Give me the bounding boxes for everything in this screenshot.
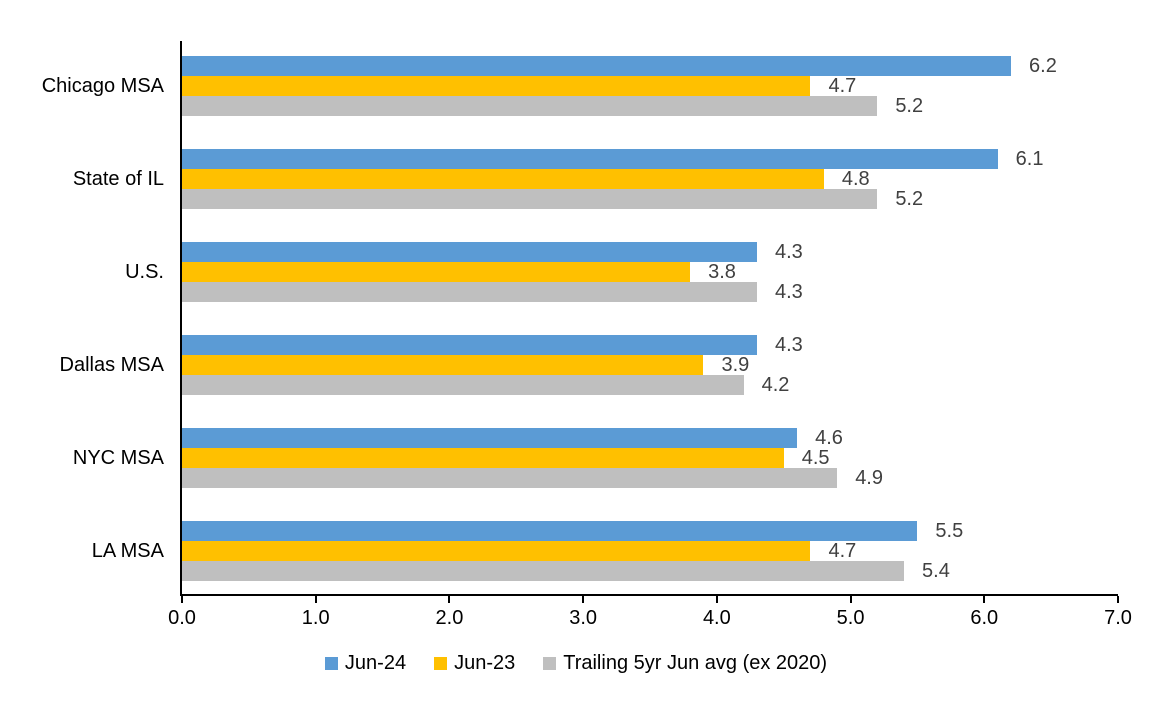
bar-value-label: 4.9 (855, 467, 883, 489)
legend-swatch (543, 657, 557, 670)
bar (182, 149, 998, 169)
bar-group: 6.1 4.8 5.2 (182, 149, 1118, 209)
bar (182, 96, 878, 116)
x-axis-tick-label: 2.0 (435, 607, 464, 629)
bar-value-label: 4.6 (815, 427, 843, 449)
bar-value-label: 5.2 (895, 95, 924, 117)
x-axis-tick-label: 3.0 (569, 607, 598, 629)
bar (182, 541, 811, 561)
x-axis-tick (181, 596, 183, 603)
bar (182, 428, 798, 448)
bar-value-label: 6.2 (1029, 55, 1057, 77)
x-axis-tick (849, 596, 852, 603)
category-label: State of IL (72, 168, 164, 190)
category-label: U.S. (125, 261, 164, 283)
bar (182, 448, 784, 468)
bar (182, 262, 691, 282)
bar-value-label: 4.7 (828, 540, 857, 562)
plot-area: 6.2 4.7 5.2 6.1 4.8 5.2 4.3 3.8 4.3 4.3 3.9 4.2 4.6 4… (180, 41, 1118, 596)
legend-item: Jun-23 (434, 652, 515, 675)
bar-value-label: 3.8 (708, 261, 736, 283)
x-axis-tick-label: 7.0 (1104, 607, 1132, 629)
bar (182, 355, 704, 375)
bar-value-label: 3.9 (721, 354, 750, 376)
bar-group: 4.3 3.9 4.2 (182, 335, 1118, 395)
category-label: LA MSA (91, 540, 164, 562)
category-label: Chicago MSA (41, 75, 164, 97)
x-axis-tick-label: 1.0 (301, 607, 330, 629)
bar (182, 375, 744, 395)
x-axis-tick-label: 6.0 (970, 607, 999, 629)
bar (182, 56, 1012, 76)
bar (182, 468, 838, 488)
legend-swatch (434, 657, 448, 670)
bar-value-label: 4.3 (774, 241, 803, 263)
x-axis-tick (983, 596, 986, 603)
bar-value-label: 5.2 (895, 188, 924, 210)
x-axis-tick (314, 596, 317, 603)
legend-label: Trailing 5yr Jun avg (ex 2020) (563, 652, 828, 674)
bar-group: 4.3 3.8 4.3 (182, 242, 1118, 302)
x-axis-tick (582, 596, 585, 603)
bar-value-label: 5.5 (935, 520, 964, 542)
bar (182, 169, 824, 189)
bar (182, 521, 918, 541)
bar (182, 335, 757, 355)
legend-label: Jun-23 (454, 652, 516, 674)
x-axis-tick (1117, 596, 1119, 603)
bar-group: 4.6 4.5 4.9 (182, 428, 1118, 488)
bar-value-label: 4.8 (841, 168, 870, 190)
legend-item: Trailing 5yr Jun avg (ex 2020) (543, 652, 827, 675)
x-axis-tick-label: 4.0 (702, 607, 731, 629)
bar-group: 6.2 4.7 5.2 (182, 56, 1118, 116)
x-axis-tick (448, 596, 451, 603)
bar (182, 242, 757, 262)
x-axis-tick-label: 0.0 (168, 607, 196, 629)
bar-value-label: 4.3 (774, 334, 803, 356)
legend-swatch (324, 657, 338, 670)
bar-value-label: 4.5 (801, 447, 830, 469)
bar-value-label: 5.4 (922, 560, 950, 582)
bar (182, 561, 905, 581)
bar-value-label: 4.2 (761, 374, 790, 396)
bar (182, 76, 811, 96)
bar-group: 5.5 4.7 5.4 (182, 521, 1118, 581)
category-label: NYC MSA (72, 447, 164, 469)
legend-label: Jun-24 (344, 652, 407, 674)
category-label: Dallas MSA (59, 354, 164, 376)
bar-value-label: 4.7 (828, 75, 857, 97)
bar-value-label: 4.3 (774, 281, 803, 303)
x-axis-tick-label: 5.0 (836, 607, 865, 629)
legend-item: Jun-24 (324, 652, 407, 675)
bar (182, 282, 757, 302)
x-axis-tick (715, 596, 718, 603)
legend: Jun-24 Jun-23 Trailing 5yr Jun avg (ex 202… (0, 652, 1152, 675)
bar-value-label: 6.1 (1015, 148, 1044, 170)
bar (182, 189, 878, 209)
